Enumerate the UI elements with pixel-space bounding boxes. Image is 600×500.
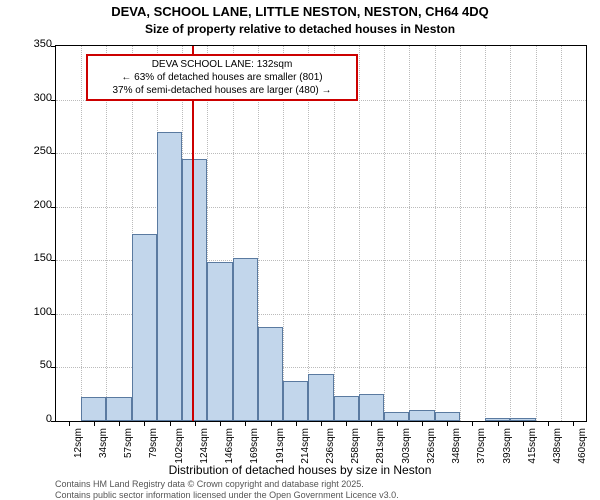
xtick-label: 438sqm bbox=[552, 428, 563, 478]
ytick-label: 150 bbox=[12, 252, 52, 264]
grid-line-v bbox=[384, 46, 385, 421]
grid-line-v bbox=[409, 46, 410, 421]
xtick-mark bbox=[296, 421, 297, 426]
histogram-chart: DEVA, SCHOOL LANE, LITTLE NESTON, NESTON… bbox=[0, 0, 600, 500]
annotation-line-2: ← 63% of detached houses are smaller (80… bbox=[92, 71, 352, 84]
grid-line-h bbox=[56, 153, 586, 154]
ytick-label: 300 bbox=[12, 92, 52, 104]
xtick-mark bbox=[69, 421, 70, 426]
grid-line-v bbox=[81, 46, 82, 421]
ytick-label: 0 bbox=[12, 413, 52, 425]
grid-line-v bbox=[536, 46, 537, 421]
xtick-mark bbox=[321, 421, 322, 426]
histogram-bar bbox=[81, 397, 106, 421]
grid-line-v bbox=[283, 46, 284, 421]
xtick-label: 258sqm bbox=[350, 428, 361, 478]
xtick-mark bbox=[422, 421, 423, 426]
xtick-mark bbox=[245, 421, 246, 426]
grid-line-h bbox=[56, 207, 586, 208]
xtick-label: 281sqm bbox=[375, 428, 386, 478]
xtick-mark bbox=[447, 421, 448, 426]
xtick-label: 102sqm bbox=[174, 428, 185, 478]
xtick-label: 393sqm bbox=[502, 428, 513, 478]
grid-line-v bbox=[435, 46, 436, 421]
xtick-label: 34sqm bbox=[98, 428, 109, 478]
grid-line-v bbox=[485, 46, 486, 421]
histogram-bar bbox=[435, 412, 460, 421]
ytick-label: 50 bbox=[12, 359, 52, 371]
histogram-bar bbox=[359, 394, 384, 421]
xtick-mark bbox=[397, 421, 398, 426]
chart-title-main: DEVA, SCHOOL LANE, LITTLE NESTON, NESTON… bbox=[0, 4, 600, 19]
chart-title-sub: Size of property relative to detached ho… bbox=[0, 22, 600, 36]
annotation-line-1: DEVA SCHOOL LANE: 132sqm bbox=[92, 58, 352, 71]
xtick-label: 169sqm bbox=[249, 428, 260, 478]
histogram-bar bbox=[106, 397, 131, 421]
xtick-label: 326sqm bbox=[426, 428, 437, 478]
grid-line-v bbox=[359, 46, 360, 421]
xtick-label: 57sqm bbox=[123, 428, 134, 478]
xtick-label: 124sqm bbox=[199, 428, 210, 478]
xtick-mark bbox=[346, 421, 347, 426]
ytick-label: 350 bbox=[12, 38, 52, 50]
xtick-label: 460sqm bbox=[577, 428, 588, 478]
xtick-label: 12sqm bbox=[73, 428, 84, 478]
xtick-mark bbox=[220, 421, 221, 426]
histogram-bar bbox=[157, 132, 182, 421]
ytick-label: 250 bbox=[12, 145, 52, 157]
grid-line-v bbox=[460, 46, 461, 421]
plot-area: DEVA SCHOOL LANE: 132sqm ← 63% of detach… bbox=[55, 45, 587, 422]
xtick-mark bbox=[94, 421, 95, 426]
reference-line bbox=[192, 46, 194, 421]
xtick-label: 370sqm bbox=[476, 428, 487, 478]
annotation-line-3: 37% of semi-detached houses are larger (… bbox=[92, 84, 352, 97]
annotation-box: DEVA SCHOOL LANE: 132sqm ← 63% of detach… bbox=[86, 54, 358, 101]
histogram-bar bbox=[334, 396, 359, 421]
histogram-bar bbox=[233, 258, 258, 421]
xtick-mark bbox=[548, 421, 549, 426]
histogram-bar bbox=[409, 410, 434, 421]
xtick-mark bbox=[271, 421, 272, 426]
xtick-mark bbox=[170, 421, 171, 426]
grid-line-v bbox=[334, 46, 335, 421]
xtick-label: 348sqm bbox=[451, 428, 462, 478]
xtick-mark bbox=[144, 421, 145, 426]
grid-line-v bbox=[561, 46, 562, 421]
ytick-label: 100 bbox=[12, 306, 52, 318]
xtick-mark bbox=[573, 421, 574, 426]
xtick-mark bbox=[472, 421, 473, 426]
ytick-label: 200 bbox=[12, 199, 52, 211]
xtick-label: 303sqm bbox=[401, 428, 412, 478]
xtick-mark bbox=[523, 421, 524, 426]
histogram-bar bbox=[258, 327, 283, 421]
xtick-label: 214sqm bbox=[300, 428, 311, 478]
xtick-label: 236sqm bbox=[325, 428, 336, 478]
xtick-label: 79sqm bbox=[148, 428, 159, 478]
histogram-bar bbox=[308, 374, 333, 421]
xtick-mark bbox=[371, 421, 372, 426]
xtick-mark bbox=[119, 421, 120, 426]
xtick-label: 191sqm bbox=[275, 428, 286, 478]
histogram-bar bbox=[384, 412, 409, 421]
histogram-bar bbox=[283, 381, 308, 421]
histogram-bar bbox=[132, 234, 157, 422]
histogram-bar bbox=[207, 262, 232, 421]
footer-line-2: Contains public sector information licen… bbox=[55, 490, 399, 500]
grid-line-v bbox=[308, 46, 309, 421]
grid-line-v bbox=[510, 46, 511, 421]
xtick-mark bbox=[498, 421, 499, 426]
grid-line-v bbox=[106, 46, 107, 421]
xtick-label: 415sqm bbox=[527, 428, 538, 478]
histogram-bar bbox=[182, 159, 207, 422]
xtick-label: 146sqm bbox=[224, 428, 235, 478]
footer-line-1: Contains HM Land Registry data © Crown c… bbox=[55, 479, 364, 489]
xtick-mark bbox=[195, 421, 196, 426]
